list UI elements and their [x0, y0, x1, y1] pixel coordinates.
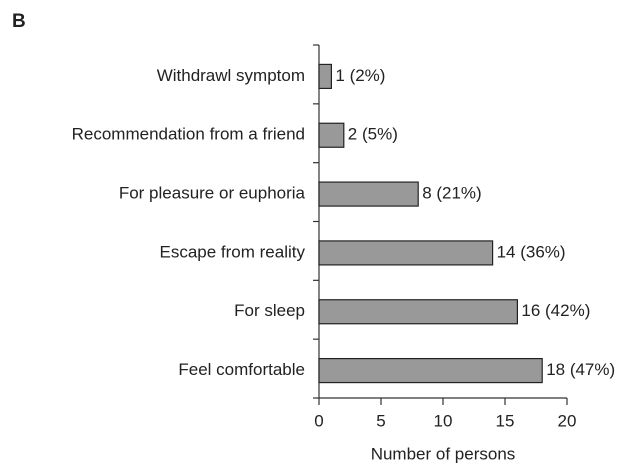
bar — [318, 357, 543, 384]
bar — [318, 63, 332, 90]
y-tick-label: For pleasure or euphoria — [119, 184, 306, 203]
value-label: 8 (21%) — [422, 184, 482, 203]
x-axis-label: Number of persons — [371, 444, 516, 463]
y-tick-label: Feel comfortable — [178, 360, 305, 379]
bar — [318, 240, 494, 266]
bar — [318, 122, 345, 148]
x-tick-label: 20 — [558, 411, 577, 430]
value-label: 18 (47%) — [546, 360, 615, 379]
value-label: 2 (5%) — [348, 125, 398, 144]
x-tick-label: 10 — [434, 411, 453, 430]
y-tick-label: Withdrawl symptom — [157, 66, 305, 85]
panel-label: B — [12, 11, 26, 32]
value-label: 1 (2%) — [335, 66, 385, 85]
x-tick-label: 5 — [376, 411, 385, 430]
bar — [318, 299, 518, 325]
y-tick-label: Escape from reality — [160, 242, 306, 261]
x-tick-label: 0 — [314, 411, 323, 430]
x-tick-label: 15 — [496, 411, 515, 430]
y-tick-label: For sleep — [234, 301, 305, 320]
y-tick-label: Recommendation from a friend — [72, 125, 305, 144]
bar — [318, 181, 419, 207]
value-label: 14 (36%) — [497, 242, 566, 261]
value-label: 16 (42%) — [521, 301, 590, 320]
